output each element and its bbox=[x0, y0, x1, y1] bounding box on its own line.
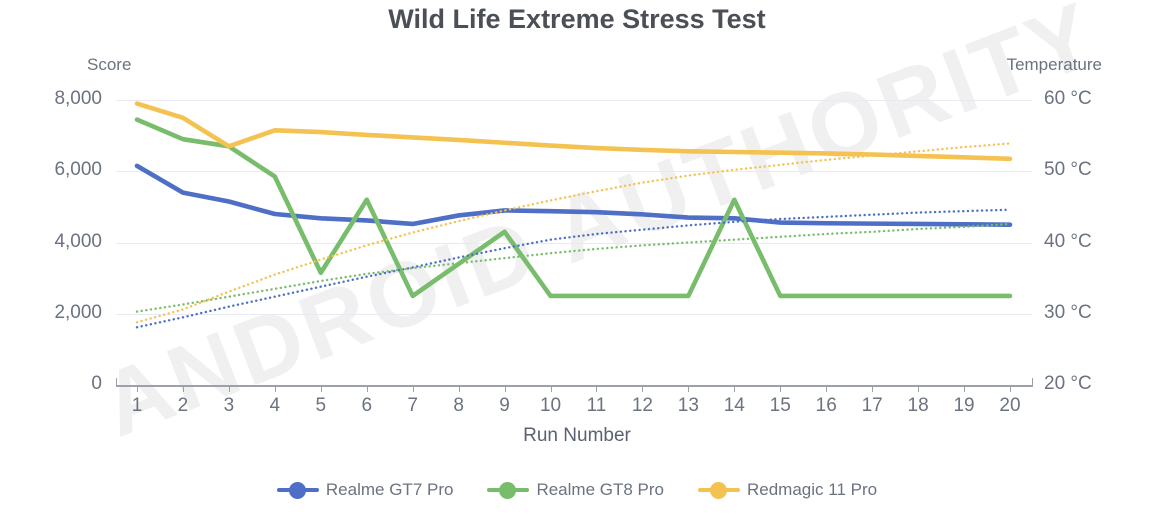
x-axis-tick-label: 16 bbox=[815, 395, 837, 416]
series-lines bbox=[134, 101, 1013, 329]
legend-marker-icon bbox=[487, 481, 530, 499]
x-axis-tick-label: 5 bbox=[315, 395, 327, 416]
x-axis-tick-label: 8 bbox=[453, 395, 464, 416]
legend-label: Redmagic 11 Pro bbox=[747, 480, 878, 499]
chart-legend: Realme GT7 Pro Realme GT8 Pro Redmagic 11 … bbox=[0, 480, 1154, 500]
x-axis-tick-label: 9 bbox=[499, 395, 510, 416]
x-axis-tick bbox=[826, 385, 828, 392]
right-axis-caption: Temperature bbox=[1006, 55, 1102, 74]
plot-area bbox=[116, 100, 1033, 392]
series-line bbox=[134, 117, 1013, 299]
left-axis-tick-label: 0 bbox=[91, 373, 102, 394]
right-axis-tick-label: 40 °C bbox=[1044, 230, 1092, 252]
x-axis-tick-label: 13 bbox=[677, 395, 699, 416]
left-axis-tick-label: 8,000 bbox=[54, 88, 102, 109]
x-axis-tick bbox=[1010, 385, 1011, 392]
gridline bbox=[116, 100, 1032, 101]
left-axis-tick-label: 2,000 bbox=[54, 301, 102, 323]
x-axis-tick-label: 10 bbox=[539, 395, 562, 416]
x-axis-tick bbox=[320, 385, 322, 392]
x-axis-tick-label: 18 bbox=[907, 395, 929, 416]
x-axis-tick-label: 1 bbox=[131, 395, 143, 416]
legend-item[interactable]: Realme GT7 Pro bbox=[276, 480, 454, 500]
gridline bbox=[116, 242, 1032, 244]
x-axis-tick-label: 15 bbox=[769, 395, 791, 416]
x-axis-line bbox=[116, 385, 1032, 387]
legend-label: Realme GT7 Pro bbox=[325, 480, 454, 499]
legend-marker-icon bbox=[276, 481, 319, 499]
gridline bbox=[116, 171, 1032, 173]
x-axis-tick bbox=[596, 385, 598, 392]
x-axis-tick bbox=[550, 385, 552, 392]
x-axis-tick bbox=[872, 385, 874, 392]
legend-item[interactable]: Realme GT8 Pro bbox=[487, 480, 664, 500]
x-axis-tick-end bbox=[116, 378, 117, 387]
x-axis-tick-label: 14 bbox=[723, 395, 745, 416]
x-axis-tick bbox=[688, 385, 690, 392]
x-axis-tick bbox=[412, 385, 414, 392]
right-axis-tick-label: 60 °C bbox=[1044, 88, 1092, 109]
x-axis-tick-label: 17 bbox=[861, 395, 883, 416]
right-axis-tick-label: 20 °C bbox=[1044, 373, 1092, 394]
left-axis-tick-label: 6,000 bbox=[54, 159, 102, 181]
series-line bbox=[134, 101, 1013, 162]
x-axis-tick bbox=[642, 385, 644, 392]
x-axis-tick-label: 11 bbox=[586, 395, 607, 416]
right-axis-tick-label: 50 °C bbox=[1044, 159, 1092, 181]
x-axis-tick bbox=[734, 385, 736, 392]
x-axis-tick-label: 3 bbox=[223, 395, 235, 416]
gridline bbox=[116, 313, 1032, 315]
legend-marker-icon bbox=[698, 481, 740, 499]
x-axis-tick bbox=[918, 385, 920, 392]
series-line bbox=[135, 208, 1012, 329]
x-axis-tick bbox=[780, 385, 782, 392]
x-axis-tick-end bbox=[1032, 378, 1033, 387]
x-axis-tick bbox=[504, 385, 506, 392]
left-axis-caption: Score bbox=[87, 55, 132, 74]
x-axis-tick-label: 7 bbox=[407, 395, 418, 416]
series-line bbox=[134, 163, 1013, 227]
x-axis-tick-label: 4 bbox=[269, 395, 281, 416]
x-axis-tick-label: 12 bbox=[631, 395, 653, 416]
x-axis-tick-label: 2 bbox=[177, 395, 189, 416]
x-axis-title: Run Number bbox=[523, 425, 631, 446]
x-axis-tick-label: 19 bbox=[953, 395, 975, 416]
chart-title: Wild Life Extreme Stress Test bbox=[388, 4, 766, 34]
x-axis-tick bbox=[137, 385, 138, 392]
series-line bbox=[135, 222, 1012, 313]
x-axis-tick-label: 6 bbox=[361, 395, 373, 416]
x-axis-tick bbox=[366, 385, 368, 392]
x-axis-tick bbox=[228, 385, 230, 392]
series-line bbox=[135, 142, 1012, 324]
right-axis-tick-label: 30 °C bbox=[1044, 301, 1092, 323]
legend-label: Realme GT8 Pro bbox=[536, 480, 664, 499]
x-axis-tick bbox=[274, 385, 276, 392]
left-axis-tick-label: 4,000 bbox=[54, 230, 102, 252]
x-axis-tick-label: 20 bbox=[999, 395, 1021, 416]
x-axis-tick bbox=[964, 385, 966, 392]
legend-item[interactable]: Redmagic 11 Pro bbox=[698, 480, 877, 500]
x-axis-tick bbox=[182, 385, 184, 392]
x-axis-tick bbox=[458, 385, 460, 392]
